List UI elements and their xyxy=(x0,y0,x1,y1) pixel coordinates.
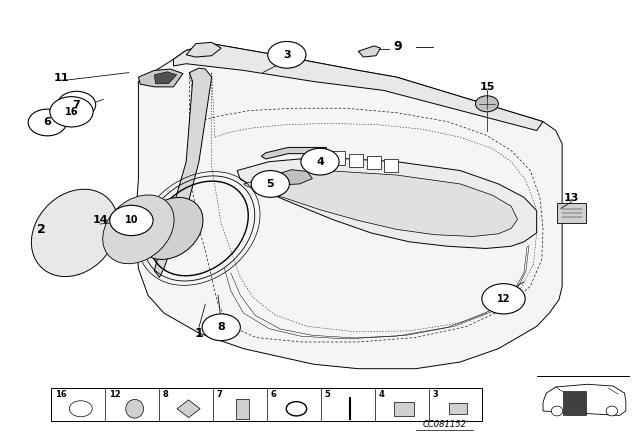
Polygon shape xyxy=(358,46,381,57)
Text: 9: 9 xyxy=(394,40,402,53)
Text: 14: 14 xyxy=(92,215,108,225)
Text: 4: 4 xyxy=(316,157,324,167)
Text: 8: 8 xyxy=(218,322,225,332)
Text: 12: 12 xyxy=(497,294,510,304)
Circle shape xyxy=(28,109,67,136)
Text: 7: 7 xyxy=(73,100,81,110)
Text: CC081152: CC081152 xyxy=(422,420,467,429)
Circle shape xyxy=(50,97,93,127)
Circle shape xyxy=(58,91,96,118)
Circle shape xyxy=(268,42,306,68)
Text: 11: 11 xyxy=(54,73,70,83)
Polygon shape xyxy=(244,171,518,237)
Ellipse shape xyxy=(606,406,618,416)
Text: 3: 3 xyxy=(433,390,438,399)
Polygon shape xyxy=(543,384,626,415)
Polygon shape xyxy=(138,69,183,87)
Text: 1: 1 xyxy=(195,327,204,340)
Text: 13: 13 xyxy=(564,193,579,203)
Polygon shape xyxy=(449,404,467,414)
Text: 3: 3 xyxy=(283,50,291,60)
Circle shape xyxy=(482,284,525,314)
Ellipse shape xyxy=(551,406,563,416)
Polygon shape xyxy=(173,44,543,130)
FancyBboxPatch shape xyxy=(331,151,345,165)
Text: 5: 5 xyxy=(324,390,330,399)
Circle shape xyxy=(251,171,289,197)
Text: 12: 12 xyxy=(109,390,120,399)
Polygon shape xyxy=(270,170,312,185)
FancyBboxPatch shape xyxy=(394,402,415,416)
Polygon shape xyxy=(186,43,221,57)
Text: 16: 16 xyxy=(55,390,67,399)
Text: 4: 4 xyxy=(378,390,385,399)
Text: 5: 5 xyxy=(266,179,274,189)
Text: 2: 2 xyxy=(36,223,45,236)
FancyBboxPatch shape xyxy=(557,203,586,223)
Polygon shape xyxy=(154,68,212,277)
FancyBboxPatch shape xyxy=(349,154,363,168)
Ellipse shape xyxy=(125,400,143,418)
Text: 6: 6 xyxy=(44,117,51,128)
FancyBboxPatch shape xyxy=(367,156,381,169)
Text: 10: 10 xyxy=(125,215,138,225)
Circle shape xyxy=(202,314,241,340)
Polygon shape xyxy=(237,157,537,249)
Circle shape xyxy=(476,96,499,112)
Ellipse shape xyxy=(31,189,118,276)
Text: 6: 6 xyxy=(271,390,276,399)
FancyBboxPatch shape xyxy=(563,392,586,414)
Polygon shape xyxy=(177,400,200,418)
Text: 7: 7 xyxy=(217,390,223,399)
Polygon shape xyxy=(261,147,326,159)
FancyBboxPatch shape xyxy=(51,388,483,421)
Text: 15: 15 xyxy=(479,82,495,92)
FancyBboxPatch shape xyxy=(236,399,249,418)
Circle shape xyxy=(109,205,153,236)
Text: 16: 16 xyxy=(65,107,78,117)
Circle shape xyxy=(301,148,339,175)
Polygon shape xyxy=(154,72,177,84)
Polygon shape xyxy=(135,44,562,369)
Ellipse shape xyxy=(138,198,203,259)
Text: 8: 8 xyxy=(163,390,168,399)
Ellipse shape xyxy=(102,195,174,264)
FancyBboxPatch shape xyxy=(385,159,398,172)
